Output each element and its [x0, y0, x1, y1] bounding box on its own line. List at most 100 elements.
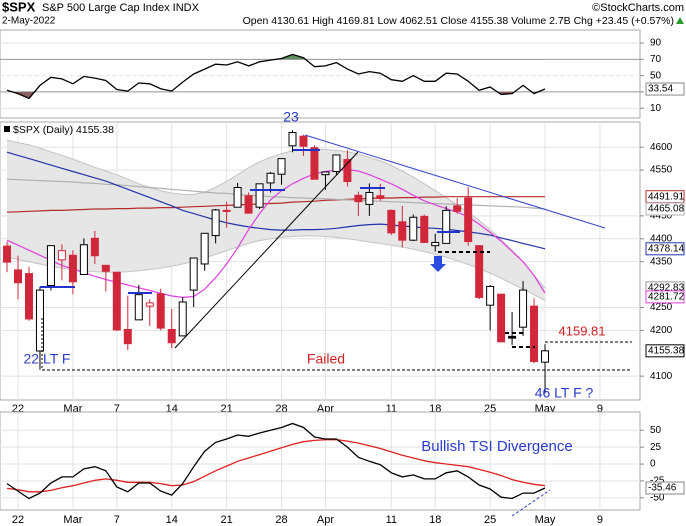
data-layer: 907050301033.544100420042504350440044504…: [0, 29, 685, 526]
candle-body: [178, 301, 187, 337]
moving-average: [6, 178, 546, 210]
candle-body: [453, 205, 462, 212]
y-tick-label: -50: [650, 492, 665, 503]
symbol-name: S&P 500 Large Cap Index INDX: [42, 2, 200, 14]
candle-body: [46, 245, 55, 287]
candle-body: [266, 172, 275, 184]
candle-body: [156, 293, 165, 329]
y-tick-label: 50: [650, 425, 662, 436]
value-box: [645, 290, 685, 304]
candle-body: [486, 285, 495, 306]
up-icon: [676, 17, 684, 24]
trend-line: [174, 151, 359, 349]
candle-body: [497, 293, 506, 343]
candle-body: [519, 289, 528, 328]
y-tick-label: 90: [650, 38, 662, 49]
value-label: 4292.83: [648, 283, 685, 294]
series-line: [6, 439, 546, 493]
candle-body: [387, 209, 396, 234]
candle-body: [398, 221, 407, 241]
arrow: [430, 256, 446, 272]
candle-body: [332, 154, 341, 172]
y-tick-label: 4450: [650, 211, 673, 222]
candle-body: [57, 250, 66, 261]
candle-body: [299, 135, 308, 147]
candle-body: [288, 132, 297, 147]
candle-body: [530, 305, 539, 363]
y-tick-label: 4400: [650, 233, 673, 244]
candle-body: [541, 350, 550, 363]
annotation: 22 LT F: [24, 351, 71, 367]
symbol: $SPX: [2, 0, 36, 14]
candle-body: [68, 254, 77, 283]
candle-body: [123, 328, 132, 345]
candle-body: [3, 245, 12, 263]
y-tick-label: 4250: [650, 302, 673, 313]
candle-body: [79, 244, 88, 276]
candle-body: [420, 215, 429, 243]
trend-line: [304, 134, 606, 229]
candle-body: [167, 328, 176, 344]
x-tick-label: 14: [166, 514, 178, 526]
x-tick-label: 28: [275, 514, 287, 526]
annotations: [40, 134, 632, 517]
candle-body: [365, 192, 374, 205]
divergence-line: [511, 489, 551, 517]
x-tick-label: 11: [386, 403, 397, 415]
moving-average: [6, 196, 545, 213]
band-lower: [6, 235, 546, 302]
panel: [0, 411, 641, 511]
x-tick-label: 11: [386, 514, 397, 526]
candle-body: [101, 264, 110, 272]
y-tick-label: 50: [650, 70, 662, 81]
quote: Open 4130.61 High 4169.81 Low 4062.51 Cl…: [243, 15, 674, 27]
candle-body: [189, 257, 198, 291]
annotation: 23: [283, 109, 299, 125]
candle-body: [211, 209, 220, 237]
annotation: 46 LT F ?: [535, 385, 594, 401]
value-label: 4465.08: [648, 204, 685, 215]
x-tick-label: 9: [597, 514, 603, 526]
candle-body: [343, 159, 352, 183]
x-tick-label: 7: [114, 514, 120, 526]
candle-body: [255, 183, 264, 208]
band-upper: [6, 139, 546, 289]
value-box: [645, 202, 685, 216]
series-line: [6, 53, 546, 100]
candle-body: [376, 195, 385, 199]
x-tick-label: May: [535, 514, 556, 526]
panel: [0, 29, 641, 119]
y-tick-label: 4600: [650, 142, 673, 153]
value-label: 4281.72: [648, 292, 685, 303]
annotation: Failed: [307, 351, 345, 367]
candle-body: [145, 302, 154, 307]
candle-body: [14, 269, 23, 284]
candle-body: [233, 186, 242, 208]
candle-body: [200, 232, 209, 265]
series-line: [6, 422, 546, 500]
y-tick-label: 0: [650, 459, 656, 470]
y-tick-label: 70: [650, 54, 662, 65]
candle-body: [24, 273, 33, 320]
y-tick-label: 4550: [650, 165, 673, 176]
y-tick-label: 4100: [650, 371, 673, 382]
candle-body: [35, 289, 44, 352]
value-box: [645, 242, 685, 256]
candle-body: [464, 197, 473, 243]
legend-label: $SPX (Daily) 4155.38: [13, 124, 114, 136]
value-box: [645, 481, 685, 495]
date: 2-May-2022: [2, 16, 56, 27]
band-fill: [7, 140, 546, 301]
value-label: 4378.14: [648, 243, 685, 254]
value-label: 4491.91: [648, 191, 685, 202]
candle-body: [508, 335, 517, 339]
x-tick-label: 21: [220, 514, 232, 526]
annotation: Bullish TSI Divergence: [421, 438, 572, 455]
x-tick-label: 9: [597, 403, 603, 415]
y-tick-label: -25: [650, 476, 665, 487]
candle-body: [321, 171, 330, 176]
legend-swatch: [4, 126, 10, 132]
candle-body: [475, 245, 484, 298]
candle-body: [222, 209, 231, 212]
